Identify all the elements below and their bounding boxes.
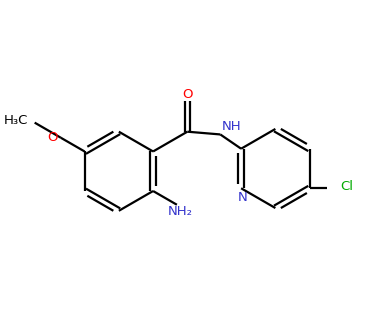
Text: NH: NH <box>222 120 241 133</box>
Text: NH₂: NH₂ <box>168 205 193 218</box>
Text: H₃C: H₃C <box>4 114 28 127</box>
Text: Cl: Cl <box>340 180 353 193</box>
Text: O: O <box>182 88 192 101</box>
Text: O: O <box>47 131 57 144</box>
Text: N: N <box>237 191 247 204</box>
